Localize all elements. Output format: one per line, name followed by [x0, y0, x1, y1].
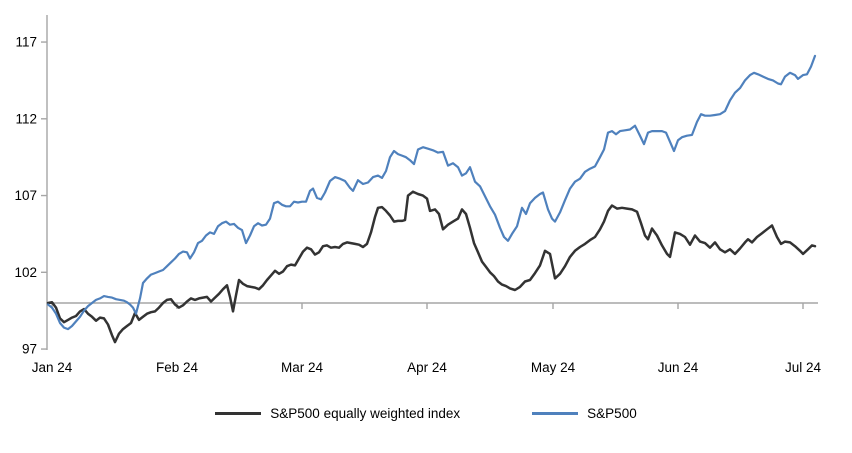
y-tick-label: 107	[14, 188, 37, 203]
line-chart: 97 102 107 112 117 Jan 24 Feb 24 Mar 24 Apr 24 Ma…	[14, 15, 822, 375]
series-line-equal-weight	[46, 190, 817, 344]
series-line-sp500	[46, 54, 817, 331]
x-tick-label: Feb 24	[156, 360, 199, 375]
legend-label-sp500: S&P500	[587, 406, 637, 421]
x-tick-label: Jul 24	[785, 360, 822, 375]
x-tick-label: Mar 24	[281, 360, 324, 375]
chart-legend: S&P500 equally weighted index S&P500	[0, 406, 852, 421]
x-tick-label: Jun 24	[658, 360, 699, 375]
y-tick-label: 102	[14, 265, 37, 280]
legend-label-equal-weight: S&P500 equally weighted index	[270, 406, 461, 421]
equal-weight-line-swatch	[215, 412, 262, 415]
y-tick-label: 117	[15, 35, 37, 50]
x-tick-label: Apr 24	[407, 360, 447, 375]
x-tick-label: May 24	[531, 360, 576, 375]
y-tick-label: 97	[22, 342, 37, 357]
legend-item-sp500: S&P500	[532, 406, 637, 421]
legend-item-equal-weight: S&P500 equally weighted index	[215, 406, 460, 421]
sp500-line-swatch	[532, 412, 579, 415]
y-tick-label: 112	[15, 111, 37, 126]
x-tick-label: Jan 24	[32, 360, 73, 375]
